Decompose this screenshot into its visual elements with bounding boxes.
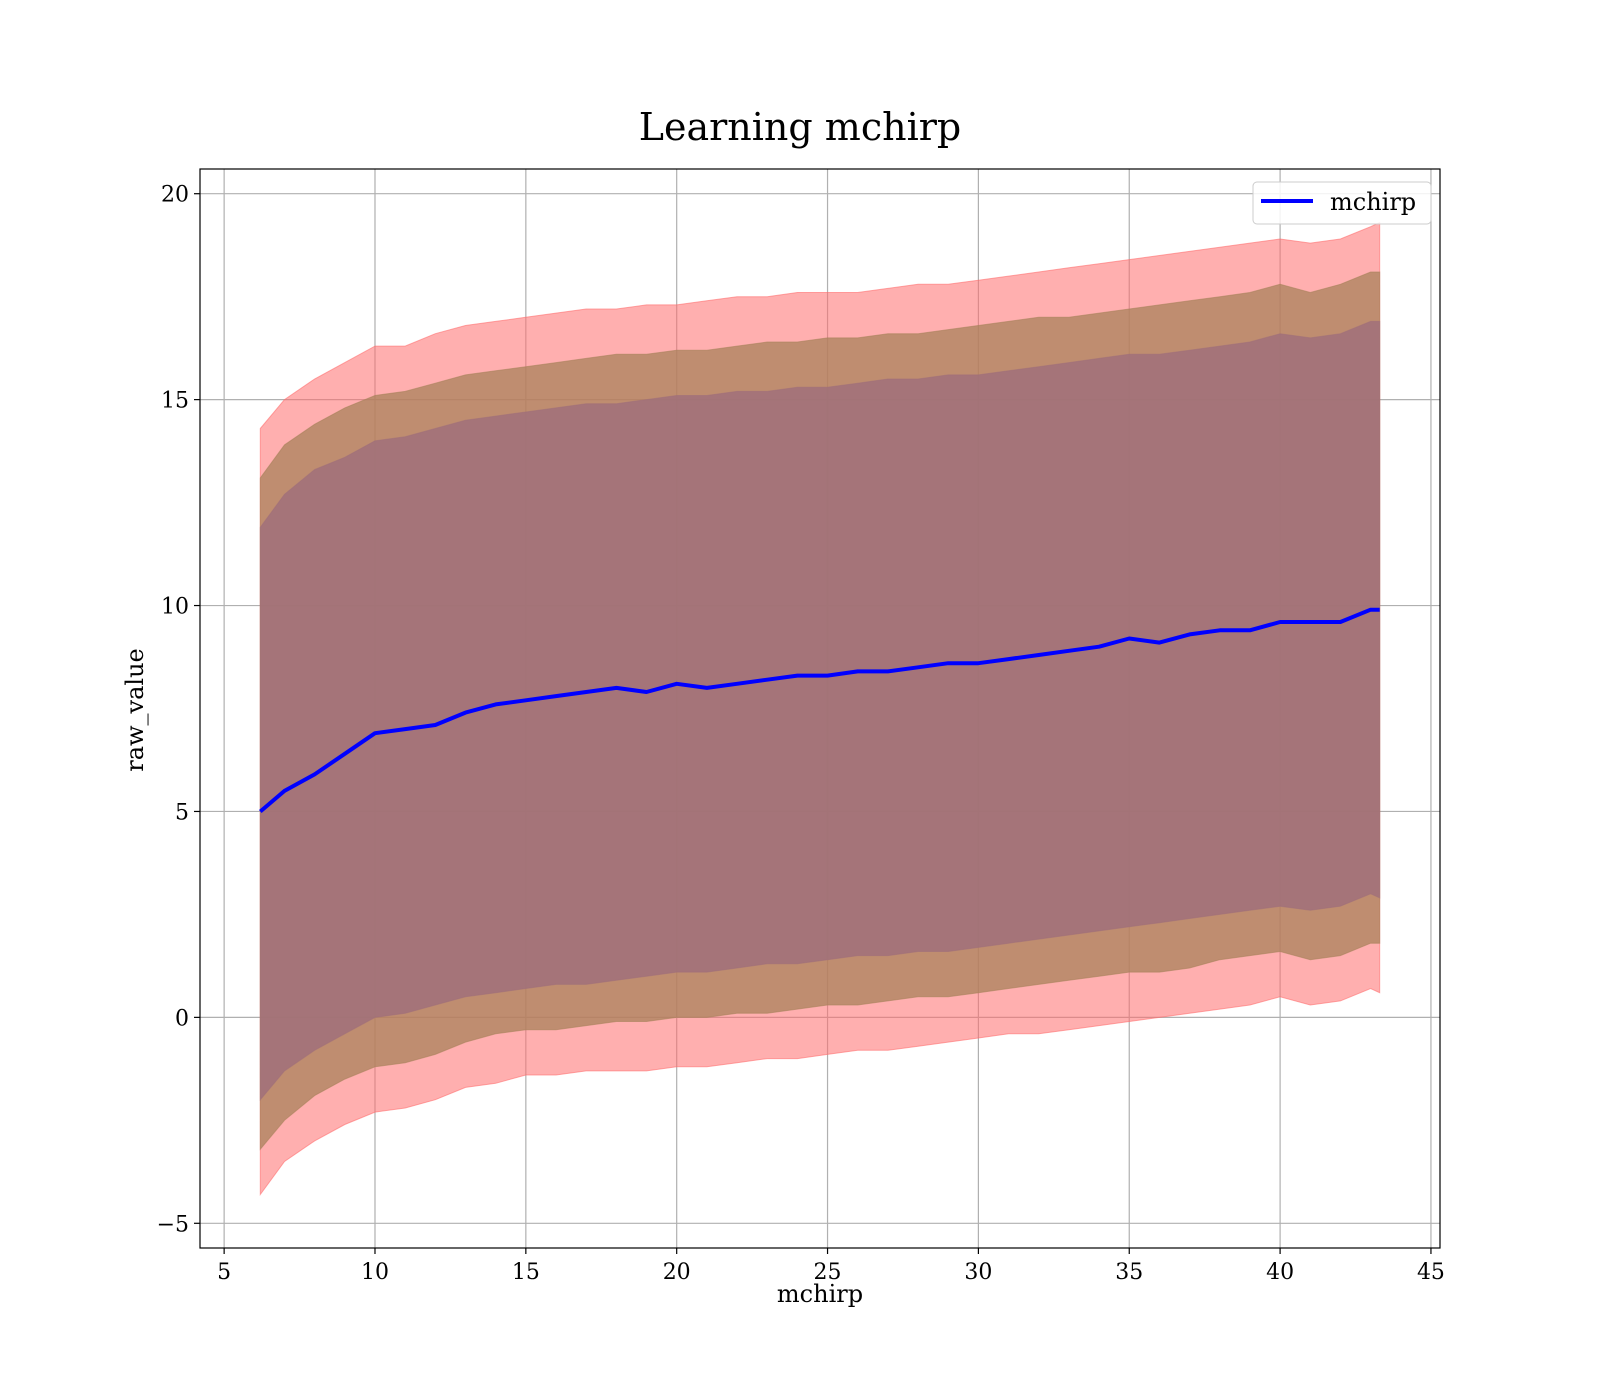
y-tick-label: 15 bbox=[161, 389, 189, 414]
confidence-bands bbox=[259, 221, 1381, 1197]
legend-box bbox=[1252, 181, 1432, 225]
legend: mchirp bbox=[1252, 181, 1432, 225]
x-tick-label: 35 bbox=[1115, 1260, 1143, 1285]
legend-label: mchirp bbox=[1330, 188, 1416, 216]
y-tick-label: 10 bbox=[161, 595, 189, 620]
x-tick-label: 5 bbox=[217, 1260, 231, 1285]
series-lines bbox=[259, 607, 1380, 814]
axes-frame bbox=[199, 168, 1441, 1249]
y-tick-label: 5 bbox=[175, 800, 189, 825]
x-tick-label: 10 bbox=[361, 1260, 389, 1285]
x-tick-label: 45 bbox=[1417, 1260, 1445, 1285]
x-axis-ticks: 5 10 15 20 25 30 35 40 45 bbox=[217, 1248, 1445, 1285]
chart-title: Learning mchirp bbox=[639, 105, 961, 149]
y-tick-label: −5 bbox=[157, 1212, 189, 1237]
band-inner bbox=[259, 320, 1381, 1102]
y-axis-ticks: −5 0 5 10 15 20 bbox=[157, 183, 200, 1237]
x-tick-label: 20 bbox=[663, 1260, 691, 1285]
x-axis-label: mchirp bbox=[777, 1280, 863, 1308]
y-tick-label: 0 bbox=[175, 1006, 189, 1031]
y-tick-label: 20 bbox=[161, 183, 189, 208]
x-tick-label: 30 bbox=[964, 1260, 992, 1285]
plot-area bbox=[199, 168, 1441, 1249]
x-tick-label: 40 bbox=[1266, 1260, 1294, 1285]
series-line-mchirp bbox=[259, 607, 1380, 814]
y-axis-label: raw_value bbox=[121, 648, 149, 772]
x-tick-label: 25 bbox=[814, 1260, 842, 1285]
x-tick-label: 15 bbox=[512, 1260, 540, 1285]
